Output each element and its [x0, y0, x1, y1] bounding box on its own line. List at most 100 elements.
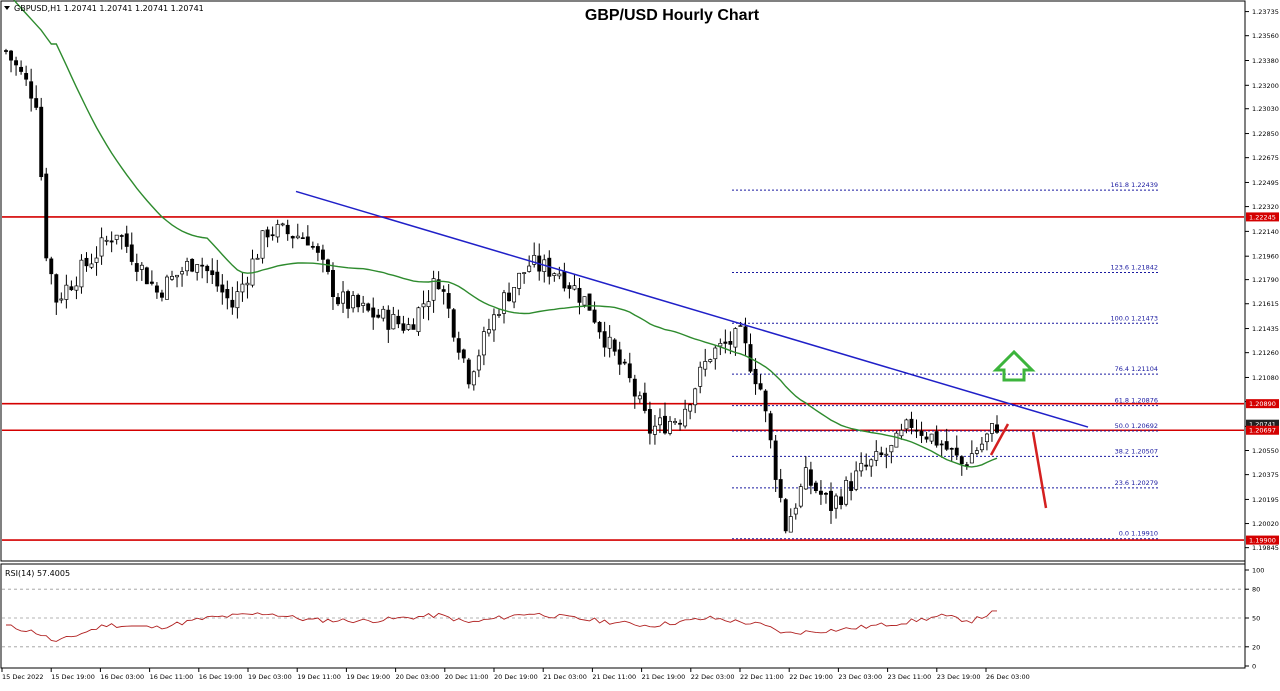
candle-body: [265, 229, 270, 238]
candle-body: [285, 224, 290, 235]
candle-body: [59, 298, 64, 301]
candle-body: [471, 371, 476, 386]
fib-level-label: 23.6 1.20279: [1115, 479, 1158, 487]
main-panel-frame: [0, 0, 1246, 562]
candle-body: [134, 263, 139, 272]
candle-body: [290, 236, 295, 239]
candle-body: [592, 309, 597, 323]
price-tag-label: 1.19900: [1249, 537, 1276, 545]
rsi-line: [5, 610, 997, 642]
candle-body: [869, 459, 874, 467]
candle-body: [763, 390, 768, 412]
candle-body: [421, 303, 426, 308]
candle-body: [456, 338, 461, 353]
candle-body: [879, 452, 884, 456]
price-tick-label: 1.20375: [1252, 471, 1279, 479]
price-tick-label: 1.19845: [1252, 544, 1279, 552]
candle-body: [587, 293, 592, 311]
candle-body: [502, 292, 506, 314]
candle-body: [753, 368, 758, 385]
candle-body: [245, 282, 250, 286]
ma-layer: [13, 0, 998, 468]
candle-body: [310, 245, 315, 248]
candle-body: [773, 440, 778, 480]
candle-body: [139, 264, 144, 270]
candle-body: [441, 289, 446, 292]
candle-body: [552, 273, 557, 276]
chart-title: GBP/USD Hourly Chart: [585, 7, 760, 24]
candle-body: [713, 347, 718, 360]
candle-body: [703, 361, 708, 370]
candle-body: [984, 433, 989, 443]
candle-body: [990, 423, 994, 434]
candle-body: [235, 291, 240, 309]
candle-body: [295, 235, 300, 239]
candle-body: [919, 430, 924, 436]
candle-body: [331, 269, 335, 297]
time-tick-label: 26 Dec 03:00: [986, 673, 1030, 681]
candle-body: [577, 287, 582, 303]
candle-body: [859, 462, 864, 472]
candle-body: [793, 507, 798, 515]
price-tick-label: 1.22495: [1252, 179, 1279, 187]
candle-body: [527, 265, 532, 272]
price-tag-label: 1.20741: [1249, 421, 1276, 429]
candle-body: [718, 343, 723, 347]
candle-body: [758, 383, 763, 390]
candle-body: [416, 307, 421, 333]
candle-body: [34, 98, 39, 108]
candle-body: [673, 421, 678, 424]
candle-body: [124, 233, 129, 247]
candle-body: [829, 490, 833, 511]
candle-body: [411, 324, 416, 330]
candle-body: [849, 481, 854, 491]
candle-body: [371, 307, 376, 318]
time-tick-label: 20 Dec 19:00: [494, 673, 538, 681]
candle-body: [84, 257, 89, 267]
candle-body: [834, 495, 838, 509]
time-tick-label: 15 Dec 19:00: [51, 673, 95, 681]
price-tick-label: 1.21615: [1252, 300, 1279, 308]
candle-body: [391, 314, 396, 330]
candle-body: [200, 264, 205, 267]
time-tick-label: 16 Dec 11:00: [150, 673, 194, 681]
time-tick-label: 21 Dec 19:00: [642, 673, 686, 681]
fib-level-label: 123.6 1.21842: [1110, 263, 1158, 271]
candle-body: [190, 258, 195, 272]
candle-body: [159, 292, 164, 298]
price-tag-label: 1.22245: [1249, 213, 1276, 221]
price-tick-label: 1.22320: [1252, 203, 1279, 211]
rsi-tick-label: 0: [1252, 663, 1256, 671]
candle-body: [788, 516, 793, 533]
candle-body: [964, 464, 969, 466]
candle-body: [939, 443, 944, 446]
time-tick-label: 22 Dec 03:00: [691, 673, 735, 681]
candle-body: [954, 447, 959, 456]
candle-body: [944, 441, 949, 450]
candle-body: [114, 234, 119, 240]
candle-body: [94, 257, 99, 263]
candle-body: [215, 271, 220, 287]
candle-body: [376, 314, 381, 318]
candle-body: [481, 331, 486, 356]
candle-body: [497, 314, 501, 316]
time-tick-label: 19 Dec 11:00: [297, 673, 341, 681]
candle-body: [64, 284, 69, 300]
price-tag-label: 1.20890: [1249, 400, 1276, 408]
candle-body: [914, 429, 919, 432]
candle-body: [210, 270, 215, 276]
price-tag: [1246, 399, 1279, 409]
candle-body: [522, 272, 527, 274]
candle-body: [647, 409, 652, 434]
rsi-tick-label: 50: [1252, 615, 1260, 623]
price-tick-label: 1.21260: [1252, 349, 1279, 357]
candle-body: [783, 499, 788, 532]
candle-body: [225, 289, 230, 299]
time-tick-label: 16 Dec 19:00: [199, 673, 243, 681]
candle-body: [396, 315, 401, 325]
candle-body: [839, 496, 844, 505]
candle-body: [854, 470, 859, 490]
symbol-dropdown-icon[interactable]: [4, 6, 10, 10]
